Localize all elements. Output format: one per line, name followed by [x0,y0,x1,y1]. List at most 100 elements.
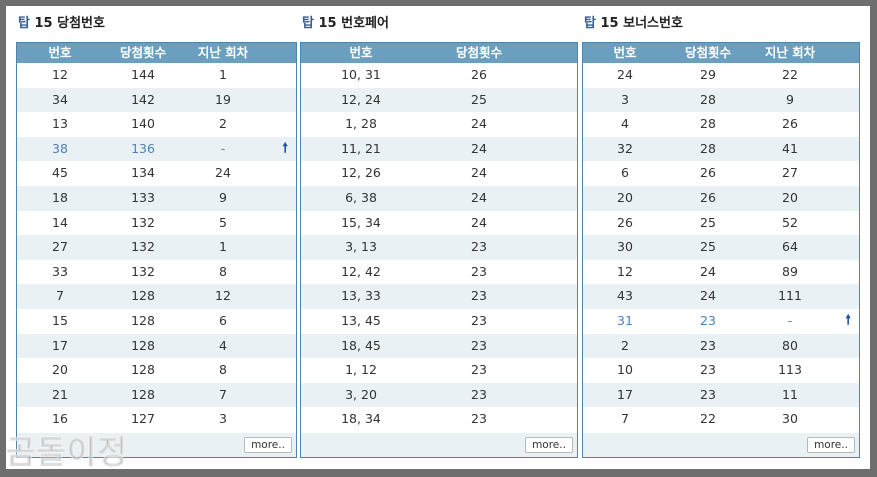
table-row: 15 128 6 [17,309,296,334]
cell-wins: 132 [131,239,155,255]
cell-number: 7 [621,411,629,427]
cell-number: 3, 20 [345,386,377,402]
more-button[interactable]: more.. [807,437,855,453]
cell-number: 1, 12 [345,362,377,378]
col-wins-header: 당첨횟수 [455,45,502,60]
cell-wins: 25 [700,214,716,230]
cell-wins: 134 [131,165,155,181]
table-body: 12 144 1 34 142 19 13 140 2 38 136- 🠕 45 134 24 18 133 9 1… [17,63,296,432]
cell-number: 27 [52,239,68,255]
cell-number: 6, 38 [345,189,377,205]
cell-last-draw: 1 [219,67,227,82]
cell-last-draw: 19 [215,91,231,107]
table-row: 4 28 26 [583,112,859,137]
panel-top15-numbers: 탑 15 당첨번호 번호 당첨횟수 지난 회차 12 144 1 34 142 19 13 1… [16,14,297,458]
col-number-header: 번호 [48,45,72,60]
col-last-draw-header: 지난 회차 [764,45,816,60]
table-row: 34 142 19 [17,87,296,113]
cell-number: 3, 13 [345,239,377,255]
more-button[interactable]: more.. [244,437,292,453]
cell-number: 7 [56,288,64,304]
table-header: 번호 당첨횟수 [301,43,577,63]
table-row: 30 25 64 [583,235,859,260]
cell-number: 15 [52,312,68,328]
cell-wins: 23 [700,337,716,353]
table-footer: more.. [583,433,859,457]
cell-wins: 144 [131,67,155,82]
arrow-up-icon: 🠕 [282,140,288,156]
cell-wins: 24 [700,288,716,304]
cell-last-draw: 30 [782,411,798,427]
title-text: 15 보너스번호 [595,16,683,31]
cell-last-draw: 1 [219,239,227,255]
cell-number: 38 [52,140,68,156]
cell-number: 24 [617,67,633,82]
cell-wins: 24 [471,116,487,132]
table-row: 12 144 1 [17,63,296,88]
cell-number: 15, 34 [341,214,381,230]
cell-last-draw: - [787,312,793,328]
cell-wins: 128 [131,362,155,378]
cell-last-draw: 27 [782,165,798,181]
table-row: 45 134 24 [17,161,296,186]
cell-last-draw: 9 [786,91,794,107]
cell-wins: 136 [131,140,155,156]
cell-last-draw: 89 [782,263,798,279]
cell-number: 16 [52,411,68,427]
cell-last-draw: 12 [215,288,231,304]
more-button[interactable]: more.. [525,437,573,453]
table-row: 10 23 113 [583,358,859,383]
cell-number: 12 [52,67,68,82]
cell-wins: 23 [471,386,487,402]
col-wins-header: 당첨횟수 [684,45,731,60]
cell-number: 45 [52,165,68,181]
cell-last-draw: 5 [219,214,227,230]
cell-wins: 23 [471,263,487,279]
cell-wins: 128 [131,386,155,402]
table-row: 14 132 5 [17,211,296,236]
table-row: 20 26 20 [583,185,859,211]
cell-wins: 23 [471,239,487,255]
cell-number: 17 [617,386,633,402]
table-row: 38 136 - 🠕 [17,136,296,162]
cell-last-draw: 111 [778,288,802,304]
table-row: 27 132 1 [17,235,296,260]
cell-last-draw: 4 [219,337,227,353]
cell-number: 20 [617,189,633,205]
cell-number: 18, 34 [341,411,381,427]
cell-number: 18, 45 [341,337,381,353]
cell-number: 13, 33 [341,288,381,304]
cell-last-draw: 113 [778,362,802,378]
table-row: 26 25 52 [583,211,859,236]
cell-last-draw: 20 [782,189,798,205]
cell-number: 10 [617,362,633,378]
cell-number: 10, 31 [341,67,381,82]
table-footer: more.. [17,433,296,457]
cell-wins: 25 [471,91,487,107]
cell-wins: 26 [700,165,716,181]
table-row: 7 128 12 [17,284,296,309]
arrow-up-icon: 🠕 [845,312,851,328]
table-row: 11, 21 24 [301,136,577,162]
table-row: 33 132 8 [17,260,296,285]
cell-number: 43 [617,288,633,304]
cell-number: 3 [621,91,629,107]
cell-wins: 23 [471,337,487,353]
cell-wins: 23 [700,386,716,402]
table-row: 18 133 9 [17,185,296,211]
panel-title: 탑 15 번호페어 [300,14,578,34]
cell-number: 17 [52,337,68,353]
table-row: 6 26 27 [583,161,859,186]
table-row: 3, 20 23 [301,382,577,408]
cell-number: 6 [621,165,629,181]
cell-number: 14 [52,214,68,230]
cell-wins: 23 [471,312,487,328]
col-last-draw-header: 지난 회차 [197,45,249,60]
table-row: 12 24 89 [583,260,859,285]
cell-wins: 128 [131,312,155,328]
table-row: 32 28 41 [583,136,859,162]
cell-wins: 23 [471,411,487,427]
cell-wins: 132 [131,263,155,279]
panel-title: 탑 15 보너스번호 [582,14,860,34]
cell-number: 34 [52,91,68,107]
